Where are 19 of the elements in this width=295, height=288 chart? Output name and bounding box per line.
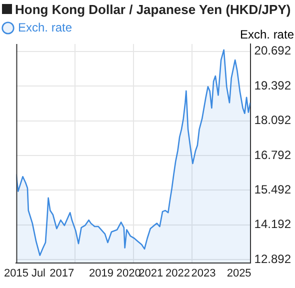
x-tick-label: 2017 [50,267,74,280]
y-axis-title: Exch. rate [240,27,294,42]
x-tick-label: 2019 [88,267,114,280]
chart-title: Hong Kong Dollar / Japanese Yen (HKD/JPY) [15,2,291,16]
y-tick-label: 19.392 [254,78,292,92]
y-tick-label: 16.792 [254,148,292,162]
x-tick-label: 2025 [226,267,252,280]
y-tick-label: 18.092 [254,113,292,128]
x-tick-label: Jul [31,267,46,280]
y-tick-label: 20.692 [254,44,292,58]
x-tick-label: 2022 [165,267,190,280]
x-tick-label: 2020 [116,267,141,280]
x-tick-label: 2015 [4,267,28,280]
x-tick-label: 2023 [191,267,216,280]
y-tick-label: 15.492 [254,182,292,196]
x-tick-label: 2021 [138,267,164,280]
legend-label: Exch. rate [18,20,72,34]
y-tick-label: 12.892 [254,252,292,266]
y-tick-label: 14.192 [254,217,292,232]
